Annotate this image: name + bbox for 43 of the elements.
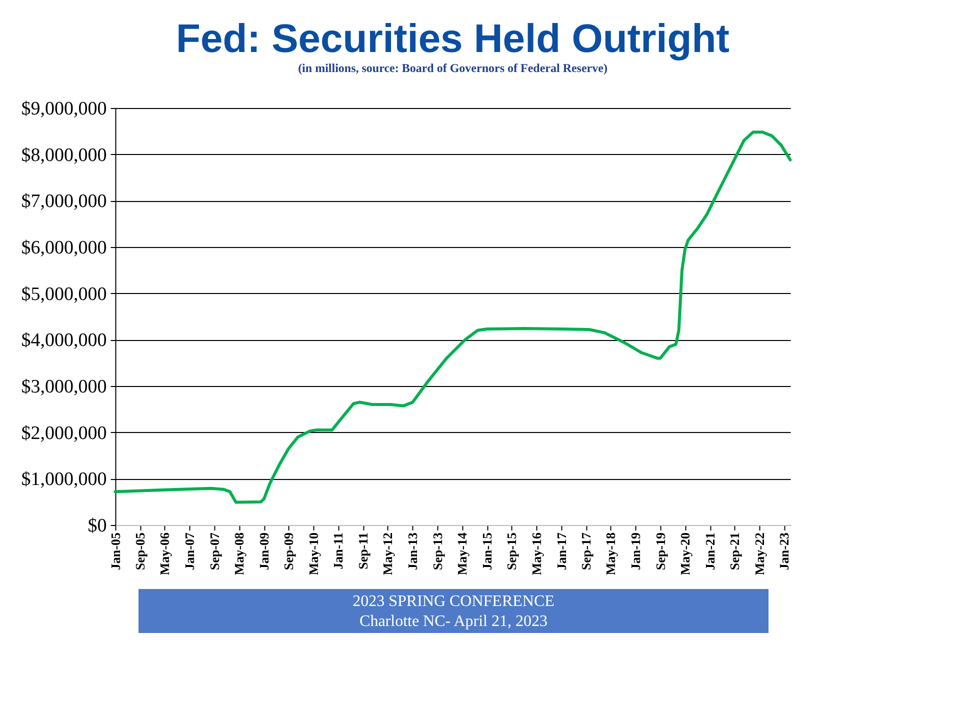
- text: Charlotte NC- April 21, 2023: [360, 613, 548, 630]
- x-tick-label: Sep-11: [355, 532, 370, 570]
- y-tick-label: $9,000,000: [21, 98, 107, 120]
- x-tick-label: Sep-17: [578, 532, 594, 570]
- y-tick-label: $2,000,000: [21, 422, 107, 444]
- x-tick-label: May-20: [678, 532, 693, 576]
- y-tick-label: $4,000,000: [21, 330, 107, 352]
- x-tick-label: May-08: [231, 532, 246, 576]
- x-tick-label: Jan-21: [702, 532, 718, 570]
- x-tick-label: May-18: [603, 532, 618, 576]
- x-tick-label: May-06: [157, 532, 172, 576]
- x-tick-label: Jan-05: [108, 532, 123, 570]
- x-tick-label: May-16: [528, 532, 544, 576]
- y-tick-label: $8,000,000: [21, 144, 107, 166]
- x-tick-label: Jan-17: [554, 532, 569, 570]
- y-tick-label: $6,000,000: [21, 238, 107, 258]
- x-tick-label: Jan-07: [182, 532, 198, 570]
- x-tick-label: Jan-23: [776, 532, 792, 570]
- chart-subtitle: (in millions, source: Board of Governors of Federal Reserve): [298, 61, 608, 75]
- x-tick-label: Jan-15: [479, 532, 494, 570]
- chart-title: Fed: Securities Held Outright: [176, 17, 730, 61]
- y-tick-label: $0: [88, 516, 107, 536]
- y-tick-label: $1,000,000: [21, 469, 107, 490]
- x-tick-label: May-12: [380, 532, 396, 576]
- x-tick-label: Sep-19: [652, 532, 668, 570]
- text: 2023 SPRING CONFERENCE: [352, 593, 554, 610]
- x-tick-label: May-14: [454, 532, 470, 576]
- line-series: [114, 130, 792, 504]
- y-tick-label: $7,000,000: [21, 191, 107, 212]
- x-tick-label: Sep-13: [430, 532, 445, 570]
- x-tick-label: Sep-21: [727, 532, 742, 570]
- x-tick-label: May-10: [306, 532, 321, 576]
- x-tick-label: May-22: [752, 532, 767, 576]
- y-tick-label: $3,000,000: [21, 376, 107, 398]
- x-tick-label: Sep-09: [281, 532, 296, 570]
- x-tick-label: Sep-05: [132, 532, 148, 570]
- x-tick-label: Jan-09: [256, 532, 272, 570]
- x-tick-label: Jan-11: [330, 532, 346, 570]
- x-tick-label: Jan-19: [628, 532, 644, 570]
- x-tick-label: Sep-07: [206, 532, 222, 570]
- x-tick-label: Sep-15: [504, 532, 520, 570]
- y-tick-label: $5,000,000: [21, 284, 107, 305]
- x-tick-label: Jan-13: [405, 532, 420, 570]
